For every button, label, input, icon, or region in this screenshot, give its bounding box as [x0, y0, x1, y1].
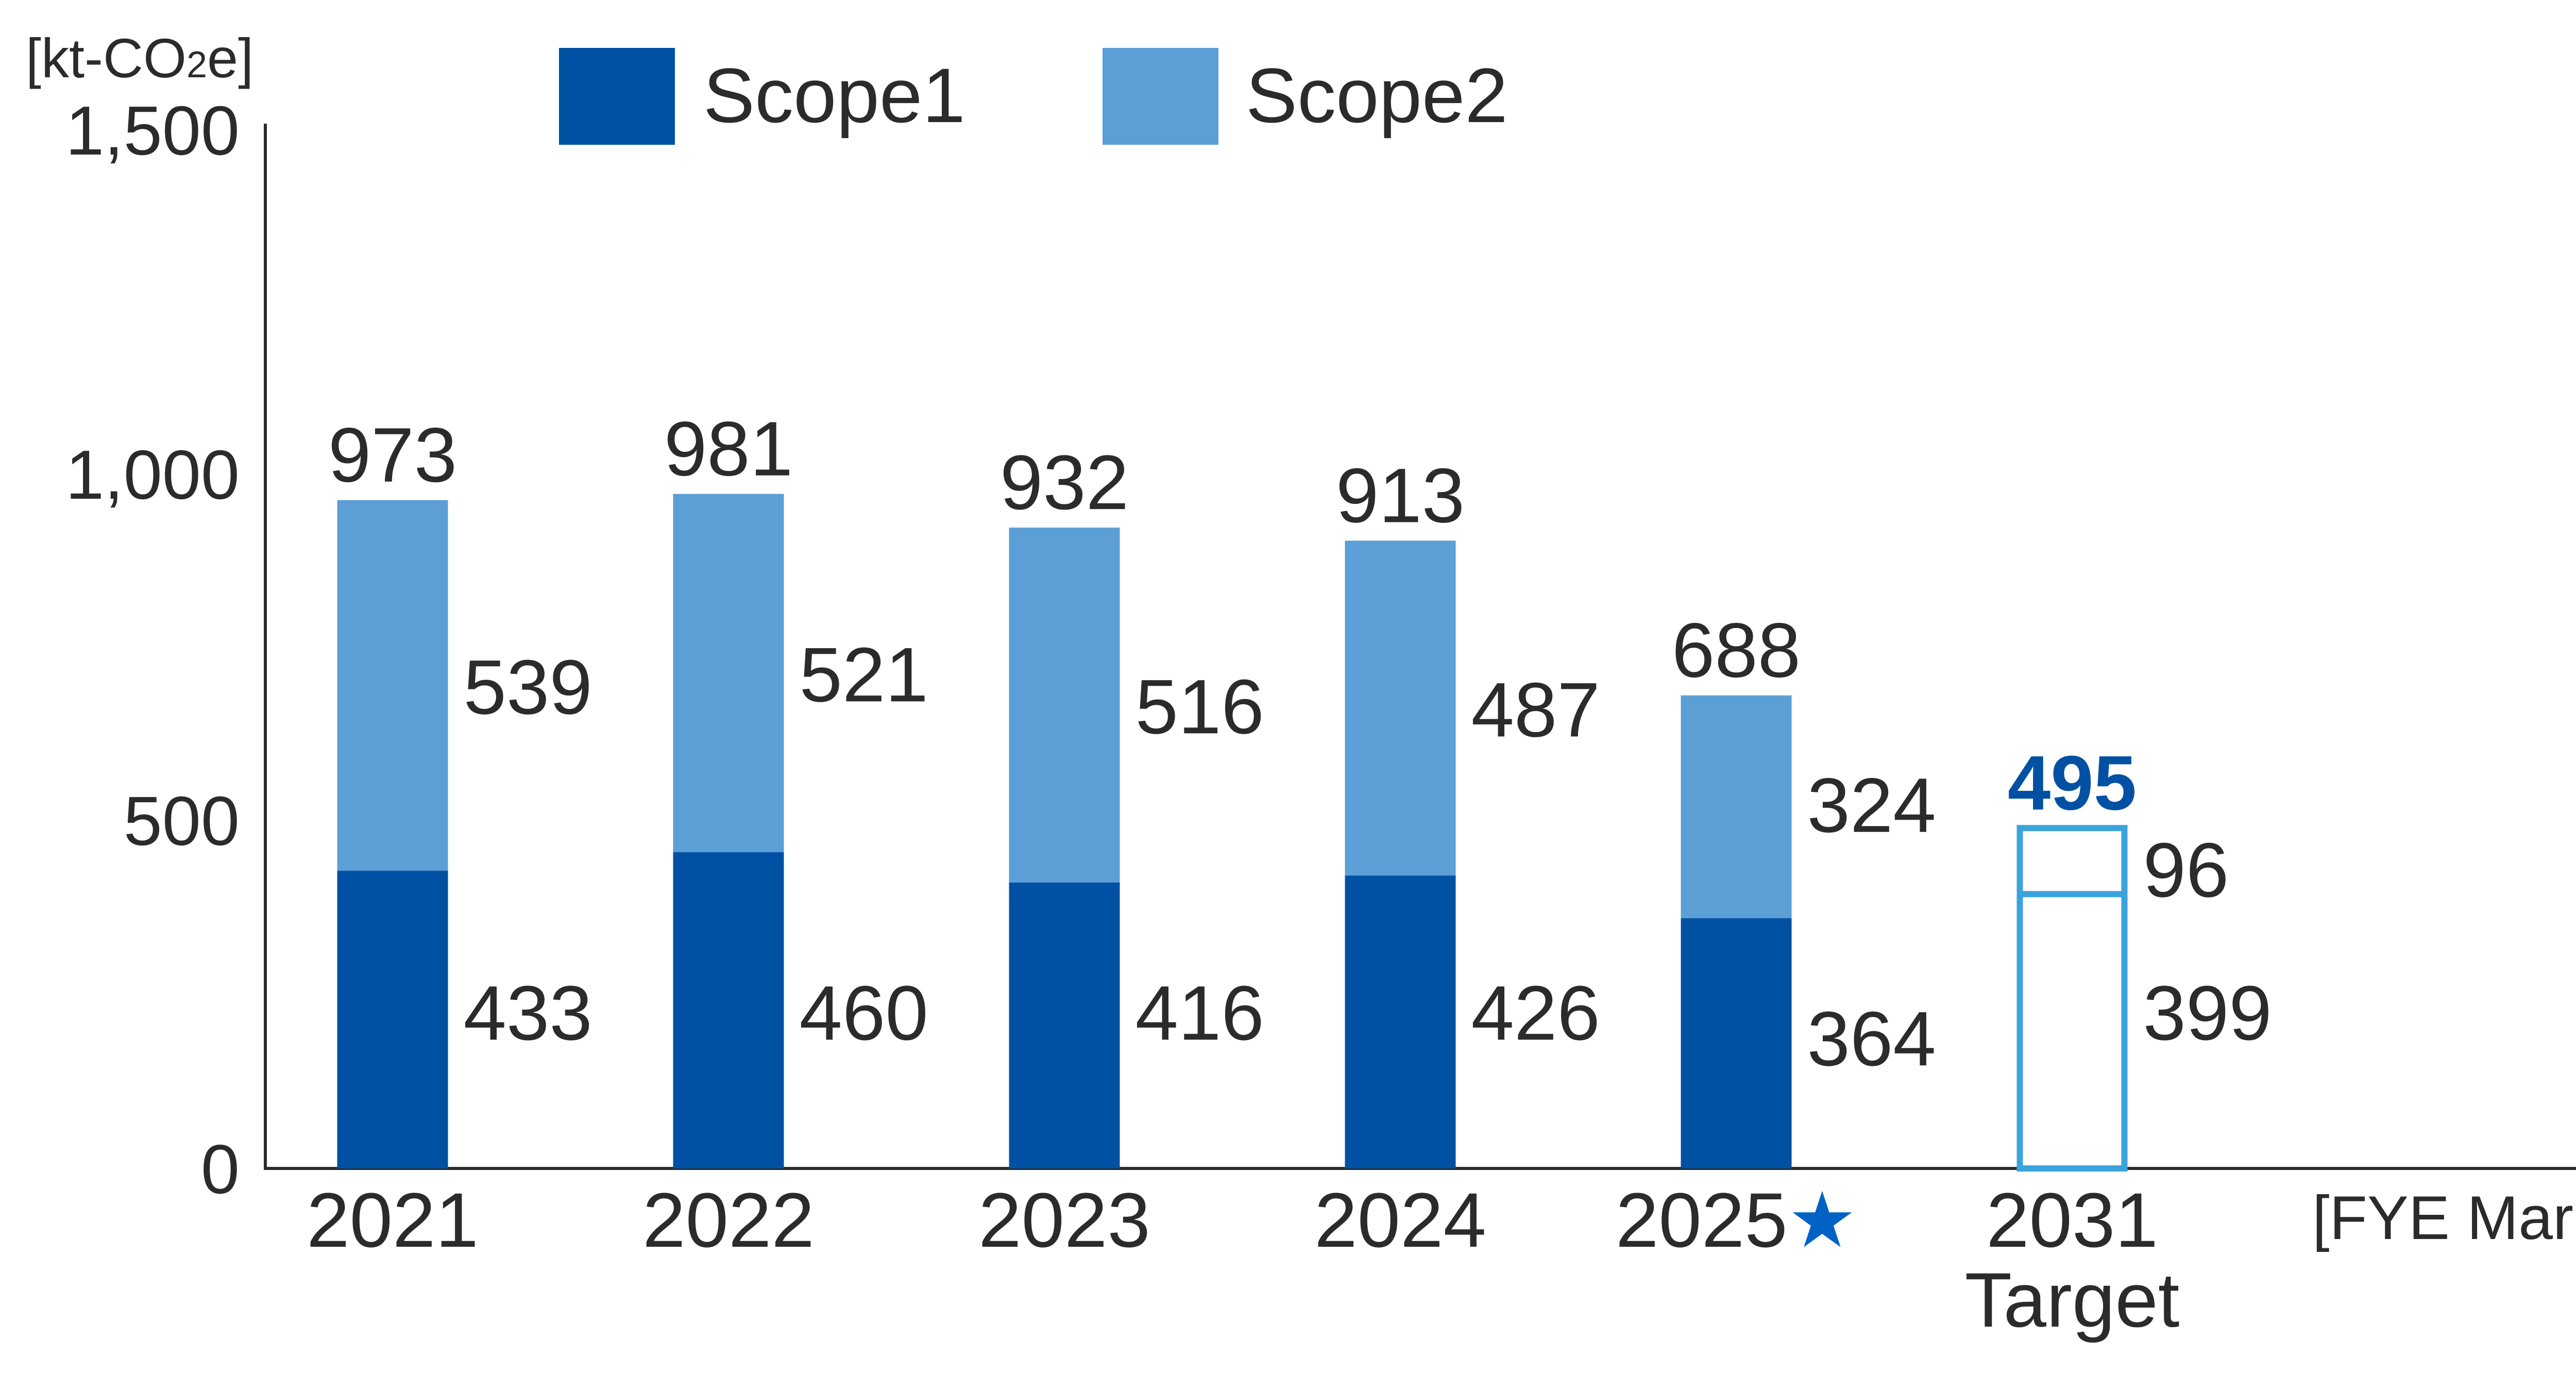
unit-label-suffix: e]: [207, 27, 253, 89]
bar-scope1-2024: [1345, 875, 1456, 1168]
scope2-label-2024: 487: [1471, 666, 1600, 753]
legend-swatch-scope2: [1103, 48, 1218, 145]
y-ticks: 0 500 1,000 1,500: [65, 92, 240, 1208]
x-tick-label-2024: 2024: [1314, 1177, 1486, 1263]
bar-scope2-2022: [673, 494, 784, 853]
total-label-2025: 688: [1672, 607, 1801, 693]
scope2-label-2021: 539: [464, 643, 592, 730]
target-bar-scope2: [2016, 825, 2128, 897]
unit-label-prefix: [kt-CO: [26, 27, 187, 89]
target-sublabel: Target: [1965, 1257, 2180, 1343]
bar-scope2-2021: [337, 500, 448, 871]
bar-scope2-2025: [1681, 695, 1792, 919]
scope1-label-2023: 416: [1136, 970, 1264, 1056]
scope2-label-2023: 516: [1136, 663, 1264, 750]
total-label-2021: 973: [328, 412, 457, 498]
scope1-label-2031: 399: [2143, 970, 2272, 1056]
x-tick-label-2023: 2023: [978, 1177, 1150, 1263]
bar-scope1-2022: [673, 852, 784, 1168]
scope1-label-2024: 426: [1471, 970, 1600, 1056]
y-tick-label: 1,000: [65, 436, 240, 514]
x-tick-label-2031: 2031: [1986, 1177, 2158, 1263]
x-tick-label-2022: 2022: [642, 1177, 815, 1263]
legend-swatch-scope1: [559, 48, 675, 145]
bar-scope1-2025: [1681, 918, 1792, 1168]
total-label-2031: 495: [2008, 739, 2137, 826]
target-bar-scope1: [2016, 891, 2128, 1172]
legend: Scope1 Scope2: [559, 48, 1508, 145]
y-tick-label: 500: [124, 782, 240, 860]
total-label-2022: 981: [664, 405, 793, 492]
bar-scope2-2024: [1345, 540, 1456, 876]
bar-scope1-2023: [1009, 882, 1120, 1168]
legend-label-scope1: Scope1: [703, 52, 965, 139]
bar-scope2-2023: [1009, 528, 1120, 883]
x-tick-label-2025: 2025★: [1616, 1177, 1857, 1263]
scope2-label-2031: 96: [2143, 826, 2229, 913]
scope1-label-2025: 364: [1807, 995, 1936, 1082]
legend-label-scope2: Scope2: [1246, 52, 1508, 139]
scope1-label-2021: 433: [464, 970, 592, 1056]
unit-label-subscript: 2: [187, 44, 207, 86]
scope1-label-2022: 460: [800, 970, 928, 1056]
total-label-2023: 932: [1000, 439, 1129, 525]
unit-label: [kt-CO2e]: [26, 27, 253, 89]
bars-group: [337, 494, 2128, 1172]
scope2-label-2022: 521: [800, 631, 928, 718]
x-axis-unit-label: [FYE March]: [2312, 1183, 2576, 1252]
bar-scope1-2021: [337, 871, 448, 1168]
scope2-label-2025: 324: [1807, 762, 1936, 849]
total-label-2024: 913: [1336, 452, 1465, 538]
y-tick-label: 1,500: [65, 92, 240, 169]
star-icon: ★: [1788, 1177, 1857, 1263]
labels-group: 973 433 539 2021 981 460 521 2022 932 416 516 2023 9…: [307, 405, 2272, 1343]
x-tick-label-2021: 2021: [307, 1177, 479, 1263]
y-tick-label: 0: [201, 1130, 240, 1208]
